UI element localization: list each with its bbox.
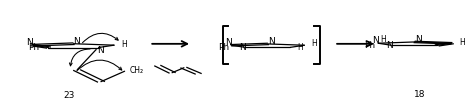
Text: N: N	[226, 38, 232, 47]
Text: H: H	[297, 43, 303, 52]
Text: N: N	[239, 43, 246, 52]
Text: 23: 23	[63, 91, 74, 100]
Text: N: N	[268, 37, 274, 46]
Text: N: N	[373, 36, 379, 45]
Text: Ph: Ph	[219, 43, 229, 52]
Text: H: H	[122, 40, 128, 49]
Text: H: H	[311, 39, 317, 48]
Text: Ph: Ph	[28, 43, 40, 52]
Text: N: N	[386, 41, 393, 50]
Text: N: N	[73, 37, 80, 46]
Text: 18: 18	[414, 90, 425, 99]
Text: N: N	[98, 46, 104, 55]
Text: H: H	[380, 35, 386, 44]
Text: N: N	[415, 35, 422, 44]
Text: Ph: Ph	[364, 41, 375, 50]
Text: CH₂: CH₂	[129, 66, 144, 75]
Text: H: H	[459, 38, 465, 47]
Text: N: N	[26, 38, 33, 47]
